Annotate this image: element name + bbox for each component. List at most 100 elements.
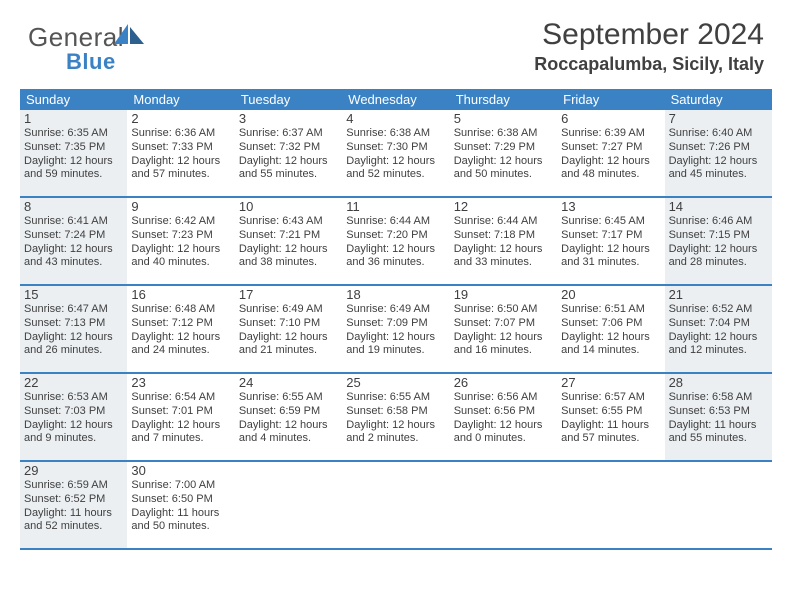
- sunset-text: Sunset: 7:18 PM: [454, 229, 553, 243]
- sunset-text: Sunset: 7:35 PM: [24, 141, 123, 155]
- sunrise-text: Sunrise: 6:37 AM: [239, 127, 338, 141]
- sunset-text: Sunset: 6:53 PM: [669, 405, 768, 419]
- sunrise-text: Sunrise: 6:38 AM: [454, 127, 553, 141]
- daylight-text: Daylight: 12 hours and 36 minutes.: [346, 243, 445, 271]
- sunrise-text: Sunrise: 7:00 AM: [131, 479, 230, 493]
- daylight-text: Daylight: 12 hours and 31 minutes.: [561, 243, 660, 271]
- day-cell: [557, 462, 664, 548]
- daylight-text: Daylight: 12 hours and 7 minutes.: [131, 419, 230, 447]
- day-cell: 27Sunrise: 6:57 AMSunset: 6:55 PMDayligh…: [557, 374, 664, 460]
- daylight-text: Daylight: 12 hours and 57 minutes.: [131, 155, 230, 183]
- sunrise-text: Sunrise: 6:55 AM: [239, 391, 338, 405]
- sunrise-text: Sunrise: 6:53 AM: [24, 391, 123, 405]
- sunrise-text: Sunrise: 6:48 AM: [131, 303, 230, 317]
- day-cell: 23Sunrise: 6:54 AMSunset: 7:01 PMDayligh…: [127, 374, 234, 460]
- day-number: 5: [454, 111, 553, 126]
- sunset-text: Sunset: 7:30 PM: [346, 141, 445, 155]
- day-number: 23: [131, 375, 230, 390]
- sunset-text: Sunset: 6:59 PM: [239, 405, 338, 419]
- sunset-text: Sunset: 6:50 PM: [131, 493, 230, 507]
- day-cell: 13Sunrise: 6:45 AMSunset: 7:17 PMDayligh…: [557, 198, 664, 284]
- day-cell: 1Sunrise: 6:35 AMSunset: 7:35 PMDaylight…: [20, 110, 127, 196]
- day-cell: [342, 462, 449, 548]
- daylight-text: Daylight: 12 hours and 16 minutes.: [454, 331, 553, 359]
- sunset-text: Sunset: 7:09 PM: [346, 317, 445, 331]
- day-cell: 18Sunrise: 6:49 AMSunset: 7:09 PMDayligh…: [342, 286, 449, 372]
- sunset-text: Sunset: 7:27 PM: [561, 141, 660, 155]
- sunrise-text: Sunrise: 6:44 AM: [346, 215, 445, 229]
- sunrise-text: Sunrise: 6:57 AM: [561, 391, 660, 405]
- daylight-text: Daylight: 12 hours and 12 minutes.: [669, 331, 768, 359]
- daylight-text: Daylight: 12 hours and 40 minutes.: [131, 243, 230, 271]
- day-cell: 9Sunrise: 6:42 AMSunset: 7:23 PMDaylight…: [127, 198, 234, 284]
- sunrise-text: Sunrise: 6:52 AM: [669, 303, 768, 317]
- day-cell: 19Sunrise: 6:50 AMSunset: 7:07 PMDayligh…: [450, 286, 557, 372]
- daylight-text: Daylight: 12 hours and 2 minutes.: [346, 419, 445, 447]
- sunset-text: Sunset: 6:58 PM: [346, 405, 445, 419]
- day-number: 19: [454, 287, 553, 302]
- day-cell: 11Sunrise: 6:44 AMSunset: 7:20 PMDayligh…: [342, 198, 449, 284]
- day-cell: 21Sunrise: 6:52 AMSunset: 7:04 PMDayligh…: [665, 286, 772, 372]
- sunrise-text: Sunrise: 6:50 AM: [454, 303, 553, 317]
- daylight-text: Daylight: 12 hours and 45 minutes.: [669, 155, 768, 183]
- day-number: 2: [131, 111, 230, 126]
- sunset-text: Sunset: 6:52 PM: [24, 493, 123, 507]
- day-number: 29: [24, 463, 123, 478]
- sunrise-text: Sunrise: 6:58 AM: [669, 391, 768, 405]
- sunrise-text: Sunrise: 6:56 AM: [454, 391, 553, 405]
- sunrise-text: Sunrise: 6:59 AM: [24, 479, 123, 493]
- weekday-header: Saturday: [665, 89, 772, 110]
- daylight-text: Daylight: 11 hours and 57 minutes.: [561, 419, 660, 447]
- day-cell: 6Sunrise: 6:39 AMSunset: 7:27 PMDaylight…: [557, 110, 664, 196]
- day-number: 8: [24, 199, 123, 214]
- sail-icon: [114, 24, 150, 46]
- sunset-text: Sunset: 7:33 PM: [131, 141, 230, 155]
- day-cell: 12Sunrise: 6:44 AMSunset: 7:18 PMDayligh…: [450, 198, 557, 284]
- sunset-text: Sunset: 7:29 PM: [454, 141, 553, 155]
- week-row: 1Sunrise: 6:35 AMSunset: 7:35 PMDaylight…: [20, 110, 772, 198]
- sunrise-text: Sunrise: 6:46 AM: [669, 215, 768, 229]
- sunset-text: Sunset: 7:21 PM: [239, 229, 338, 243]
- sunset-text: Sunset: 7:15 PM: [669, 229, 768, 243]
- sunset-text: Sunset: 7:04 PM: [669, 317, 768, 331]
- sunset-text: Sunset: 7:23 PM: [131, 229, 230, 243]
- daylight-text: Daylight: 12 hours and 21 minutes.: [239, 331, 338, 359]
- sunset-text: Sunset: 6:56 PM: [454, 405, 553, 419]
- daylight-text: Daylight: 11 hours and 50 minutes.: [131, 507, 230, 535]
- day-number: 25: [346, 375, 445, 390]
- day-number: 17: [239, 287, 338, 302]
- day-cell: [450, 462, 557, 548]
- daylight-text: Daylight: 12 hours and 50 minutes.: [454, 155, 553, 183]
- sunrise-text: Sunrise: 6:38 AM: [346, 127, 445, 141]
- day-cell: [665, 462, 772, 548]
- sunrise-text: Sunrise: 6:36 AM: [131, 127, 230, 141]
- week-row: 29Sunrise: 6:59 AMSunset: 6:52 PM Dayligh…: [20, 462, 772, 550]
- sunset-text: Sunset: 7:01 PM: [131, 405, 230, 419]
- day-number: 27: [561, 375, 660, 390]
- daylight-text: Daylight: 12 hours and 55 minutes.: [239, 155, 338, 183]
- daylight-text: Daylight: 12 hours and 48 minutes.: [561, 155, 660, 183]
- header: General Blue September 2024 Roccapalumba…: [0, 0, 792, 83]
- brand-blue: Blue: [66, 49, 116, 75]
- weekday-header: Friday: [557, 89, 664, 110]
- daylight-text: Daylight: 12 hours and 19 minutes.: [346, 331, 445, 359]
- day-number: 13: [561, 199, 660, 214]
- day-cell: 22Sunrise: 6:53 AMSunset: 7:03 PMDayligh…: [20, 374, 127, 460]
- daylight-text: Daylight: 12 hours and 52 minutes.: [346, 155, 445, 183]
- day-cell: 16Sunrise: 6:48 AMSunset: 7:12 PMDayligh…: [127, 286, 234, 372]
- sunset-text: Sunset: 7:07 PM: [454, 317, 553, 331]
- day-number: 21: [669, 287, 768, 302]
- month-title: September 2024: [534, 18, 764, 52]
- day-cell: 30Sunrise: 7:00 AMSunset: 6:50 PMDayligh…: [127, 462, 234, 548]
- day-number: 15: [24, 287, 123, 302]
- sunset-text: Sunset: 7:17 PM: [561, 229, 660, 243]
- sunset-text: Sunset: 7:13 PM: [24, 317, 123, 331]
- day-number: 20: [561, 287, 660, 302]
- sunset-text: Sunset: 7:06 PM: [561, 317, 660, 331]
- day-number: 16: [131, 287, 230, 302]
- sunset-text: Sunset: 7:03 PM: [24, 405, 123, 419]
- sunset-text: Sunset: 6:55 PM: [561, 405, 660, 419]
- weekday-header: Thursday: [450, 89, 557, 110]
- day-number: 28: [669, 375, 768, 390]
- day-cell: 2Sunrise: 6:36 AMSunset: 7:33 PMDaylight…: [127, 110, 234, 196]
